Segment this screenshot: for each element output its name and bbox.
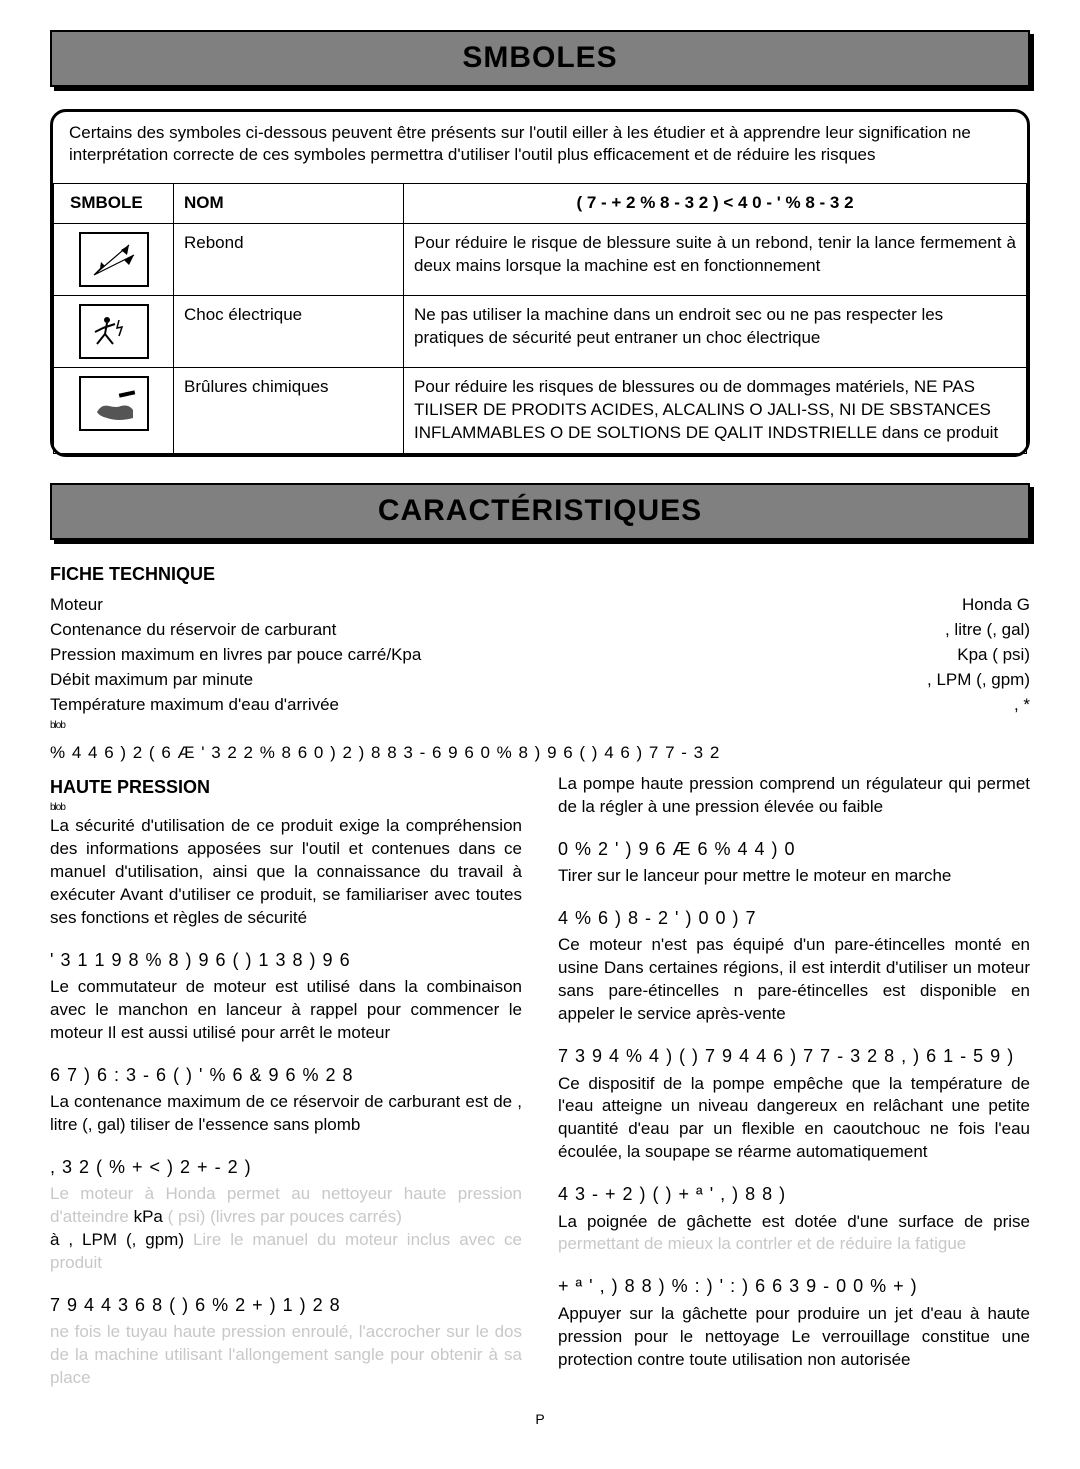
- right-column: La pompe haute pression comprend un régu…: [558, 769, 1030, 1390]
- block-title: 7 9 4 4 3 6 8 ( ) 6 % 2 + ) 1 ) 2 8: [50, 1293, 522, 1317]
- shock-icon: [79, 304, 149, 359]
- garble-long-line: % 4 4 6 ) 2 ( 6 Æ ' 3 2 2 % 8 6 0 ) 2 ) …: [50, 742, 1030, 765]
- symbol-desc: Ne pas utiliser la machine dans un endro…: [404, 296, 1027, 368]
- body-text: La pompe haute pression comprend un régu…: [558, 773, 1030, 819]
- symbols-table: SMBOLE NOM ( 7 - + 2 % 8 - 3 2 ) < 4 0 -…: [53, 183, 1027, 454]
- spec-label: Température maximum d'eau d'arrivée: [50, 694, 339, 717]
- spec-row: Température maximum d'eau d'arrivée , *: [50, 694, 1030, 717]
- tiny-blob-2: blob: [50, 801, 522, 815]
- spec-value: , litre (, gal): [945, 619, 1030, 642]
- spec-row: Pression maximum en livres par pouce car…: [50, 644, 1030, 667]
- table-row: Rebond Pour réduire le risque de blessur…: [54, 224, 1027, 296]
- body-inline: kPa: [134, 1207, 163, 1226]
- block-title: 0 % 2 ' ) 9 6 Æ 6 % 4 4 ) 0: [558, 837, 1030, 861]
- intro-text: Certains des symboles ci-dessous peuvent…: [53, 112, 1027, 174]
- spec-list: Moteur Honda G Contenance du réservoir de…: [50, 594, 1030, 717]
- spec-row: Contenance du réservoir de carburant , li…: [50, 619, 1030, 642]
- symbol-desc: Pour réduire le risque de blessure suite…: [404, 224, 1027, 296]
- body-text: Ce moteur n'est pas équipé d'un pare-éti…: [558, 934, 1030, 1026]
- body-text: Le moteur à Honda permet au nettoyeur ha…: [50, 1183, 522, 1275]
- symbol-name: Rebond: [174, 224, 404, 296]
- spec-value: Kpa ( psi): [957, 644, 1030, 667]
- symbol-icon-cell: [54, 296, 174, 368]
- light-text: ( psi) (livres par pouces carrés): [163, 1207, 402, 1226]
- spec-row: Moteur Honda G: [50, 594, 1030, 617]
- two-column-body: HAUTE PRESSION blob La sécurité d'utilis…: [50, 769, 1030, 1390]
- left-column: HAUTE PRESSION blob La sécurité d'utilis…: [50, 769, 522, 1390]
- block-title: 6 7 ) 6 : 3 - 6 ( ) ' % 6 & 9 6 % 2 8: [50, 1063, 522, 1087]
- body-text: La poignée de gâchette est dotée d'une s…: [558, 1211, 1030, 1257]
- block-title: 4 3 - + 2 ) ( ) + ª ' , ) 8 8 ): [558, 1182, 1030, 1206]
- fiche-heading: FICHE TECHNIQUE: [50, 562, 1030, 586]
- block-title: + ª ' , ) 8 8 ) % : ) ' : ) 6 6 3 9 - 0 …: [558, 1274, 1030, 1298]
- body-inline: à , LPM (, gpm): [50, 1230, 184, 1249]
- spec-value: , LPM (, gpm): [927, 669, 1030, 692]
- block-title: , 3 2 ( % + < ) 2 + - 2 ): [50, 1155, 522, 1179]
- body-text: La sécurité d'utilisation de ce produit …: [50, 815, 522, 930]
- block-title: ' 3 1 1 9 8 % 8 ) 9 6 ( ) 1 3 8 ) 9 6: [50, 948, 522, 972]
- spec-row: Débit maximum par minute , LPM (, gpm): [50, 669, 1030, 692]
- haute-pression-heading: HAUTE PRESSION: [50, 775, 522, 799]
- spec-label: Pression maximum en livres par pouce car…: [50, 644, 421, 667]
- body-text: Tirer sur le lanceur pour mettre le mote…: [558, 865, 1030, 888]
- section-title-symboles: SMBOLES: [50, 30, 1030, 87]
- body-text: Appuyer sur la gâchette pour produire un…: [558, 1303, 1030, 1372]
- symbol-name: Choc électrique: [174, 296, 404, 368]
- symbols-box: Certains des symboles ci-dessous peuvent…: [50, 109, 1030, 458]
- table-row: Brûlures chimiques Pour réduire les risq…: [54, 368, 1027, 454]
- page-number: P: [50, 1410, 1030, 1429]
- tiny-blob: blob: [50, 719, 1030, 733]
- body-text: Ce dispositif de la pompe empêche que la…: [558, 1073, 1030, 1165]
- spec-label: Contenance du réservoir de carburant: [50, 619, 336, 642]
- block-title: 4 % 6 ) 8 - 2 ' ) 0 0 ) 7: [558, 906, 1030, 930]
- body-text: La contenance maximum de ce réservoir de…: [50, 1091, 522, 1137]
- table-row: Choc électrique Ne pas utiliser la machi…: [54, 296, 1027, 368]
- body-text: Le commutateur de moteur est utilisé dan…: [50, 976, 522, 1045]
- symbol-icon-cell: [54, 368, 174, 454]
- spec-value: , *: [1014, 694, 1030, 717]
- body-text-light: ne fois le tuyau haute pression enroulé,…: [50, 1321, 522, 1390]
- spec-label: Débit maximum par minute: [50, 669, 253, 692]
- symbol-icon-cell: [54, 224, 174, 296]
- col-header-nom: NOM: [174, 184, 404, 224]
- symbol-desc: Pour réduire les risques de blessures ou…: [404, 368, 1027, 454]
- chemical-icon: [79, 376, 149, 431]
- spec-label: Moteur: [50, 594, 103, 617]
- rebond-icon: [79, 232, 149, 287]
- symbol-name: Brûlures chimiques: [174, 368, 404, 454]
- spec-value: Honda G: [962, 594, 1030, 617]
- block-title: 7 3 9 4 % 4 ) ( ) 7 9 4 4 6 ) 7 7 - 3 2 …: [558, 1044, 1030, 1068]
- light-text: permettant de mieux la contrler et de ré…: [558, 1234, 966, 1253]
- body-inline: La poignée de gâchette est dotée d'une s…: [558, 1212, 1030, 1231]
- section-title-caract: CARACTÉRISTIQUES: [50, 483, 1030, 540]
- col-header-desc: ( 7 - + 2 % 8 - 3 2 ) < 4 0 - ' % 8 - 3 …: [404, 184, 1027, 224]
- col-header-symbole: SMBOLE: [54, 184, 174, 224]
